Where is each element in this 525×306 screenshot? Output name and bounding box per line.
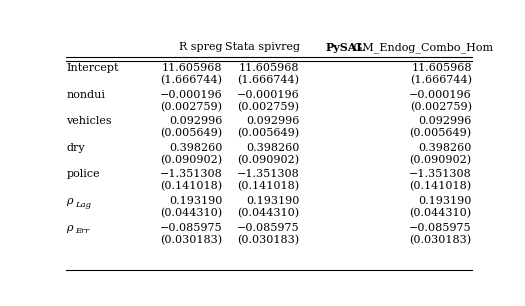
Text: (0.090902): (0.090902) <box>160 155 222 165</box>
Text: nondui: nondui <box>67 90 106 99</box>
Text: (1.666744): (1.666744) <box>238 75 300 85</box>
Text: dry: dry <box>67 143 85 153</box>
Text: (0.044310): (0.044310) <box>160 208 222 218</box>
Text: 0.092996: 0.092996 <box>169 116 222 126</box>
Text: (0.044310): (0.044310) <box>410 208 471 218</box>
Text: −0.000196: −0.000196 <box>237 90 300 99</box>
Text: (0.005649): (0.005649) <box>410 128 471 138</box>
Text: −0.000196: −0.000196 <box>409 90 471 99</box>
Text: Stata spivreg: Stata spivreg <box>225 42 300 52</box>
Text: 0.193190: 0.193190 <box>418 196 471 206</box>
Text: (0.044310): (0.044310) <box>237 208 300 218</box>
Text: −1.351308: −1.351308 <box>409 170 471 179</box>
Text: Lag: Lag <box>76 201 91 209</box>
Text: (1.666744): (1.666744) <box>160 75 222 85</box>
Text: 0.092996: 0.092996 <box>246 116 300 126</box>
Text: −1.351308: −1.351308 <box>160 170 222 179</box>
Text: (0.141018): (0.141018) <box>160 181 222 192</box>
Text: (0.030183): (0.030183) <box>410 235 471 245</box>
Text: (0.030183): (0.030183) <box>160 235 222 245</box>
Text: (0.090902): (0.090902) <box>410 155 471 165</box>
Text: Err: Err <box>76 227 90 235</box>
Text: R spreg: R spreg <box>179 42 222 52</box>
Text: 11.605968: 11.605968 <box>239 63 300 73</box>
Text: GM_Endog_Combo_Hom: GM_Endog_Combo_Hom <box>351 42 494 53</box>
Text: (0.141018): (0.141018) <box>410 181 471 192</box>
Text: 0.193190: 0.193190 <box>169 196 222 206</box>
Text: ρ: ρ <box>67 196 73 206</box>
Text: ρ: ρ <box>67 223 73 233</box>
Text: (1.666744): (1.666744) <box>410 75 471 85</box>
Text: PySAL: PySAL <box>325 42 364 53</box>
Text: −0.085975: −0.085975 <box>160 223 222 233</box>
Text: −0.085975: −0.085975 <box>237 223 300 233</box>
Text: 11.605968: 11.605968 <box>411 63 471 73</box>
Text: (0.005649): (0.005649) <box>160 128 222 138</box>
Text: (0.090902): (0.090902) <box>237 155 300 165</box>
Text: police: police <box>67 170 100 179</box>
Text: 0.092996: 0.092996 <box>418 116 471 126</box>
Text: 0.398260: 0.398260 <box>246 143 300 153</box>
Text: (0.030183): (0.030183) <box>237 235 300 245</box>
Text: (0.002759): (0.002759) <box>410 102 471 112</box>
Text: −0.000196: −0.000196 <box>160 90 222 99</box>
Text: (0.002759): (0.002759) <box>238 102 300 112</box>
Text: −1.351308: −1.351308 <box>237 170 300 179</box>
Text: (0.005649): (0.005649) <box>237 128 300 138</box>
Text: (0.002759): (0.002759) <box>160 102 222 112</box>
Text: 0.398260: 0.398260 <box>169 143 222 153</box>
Text: (0.141018): (0.141018) <box>237 181 300 192</box>
Text: vehicles: vehicles <box>67 116 112 126</box>
Text: −0.085975: −0.085975 <box>409 223 471 233</box>
Text: 0.193190: 0.193190 <box>246 196 300 206</box>
Text: Intercept: Intercept <box>67 63 119 73</box>
Text: 11.605968: 11.605968 <box>162 63 222 73</box>
Text: 0.398260: 0.398260 <box>418 143 471 153</box>
